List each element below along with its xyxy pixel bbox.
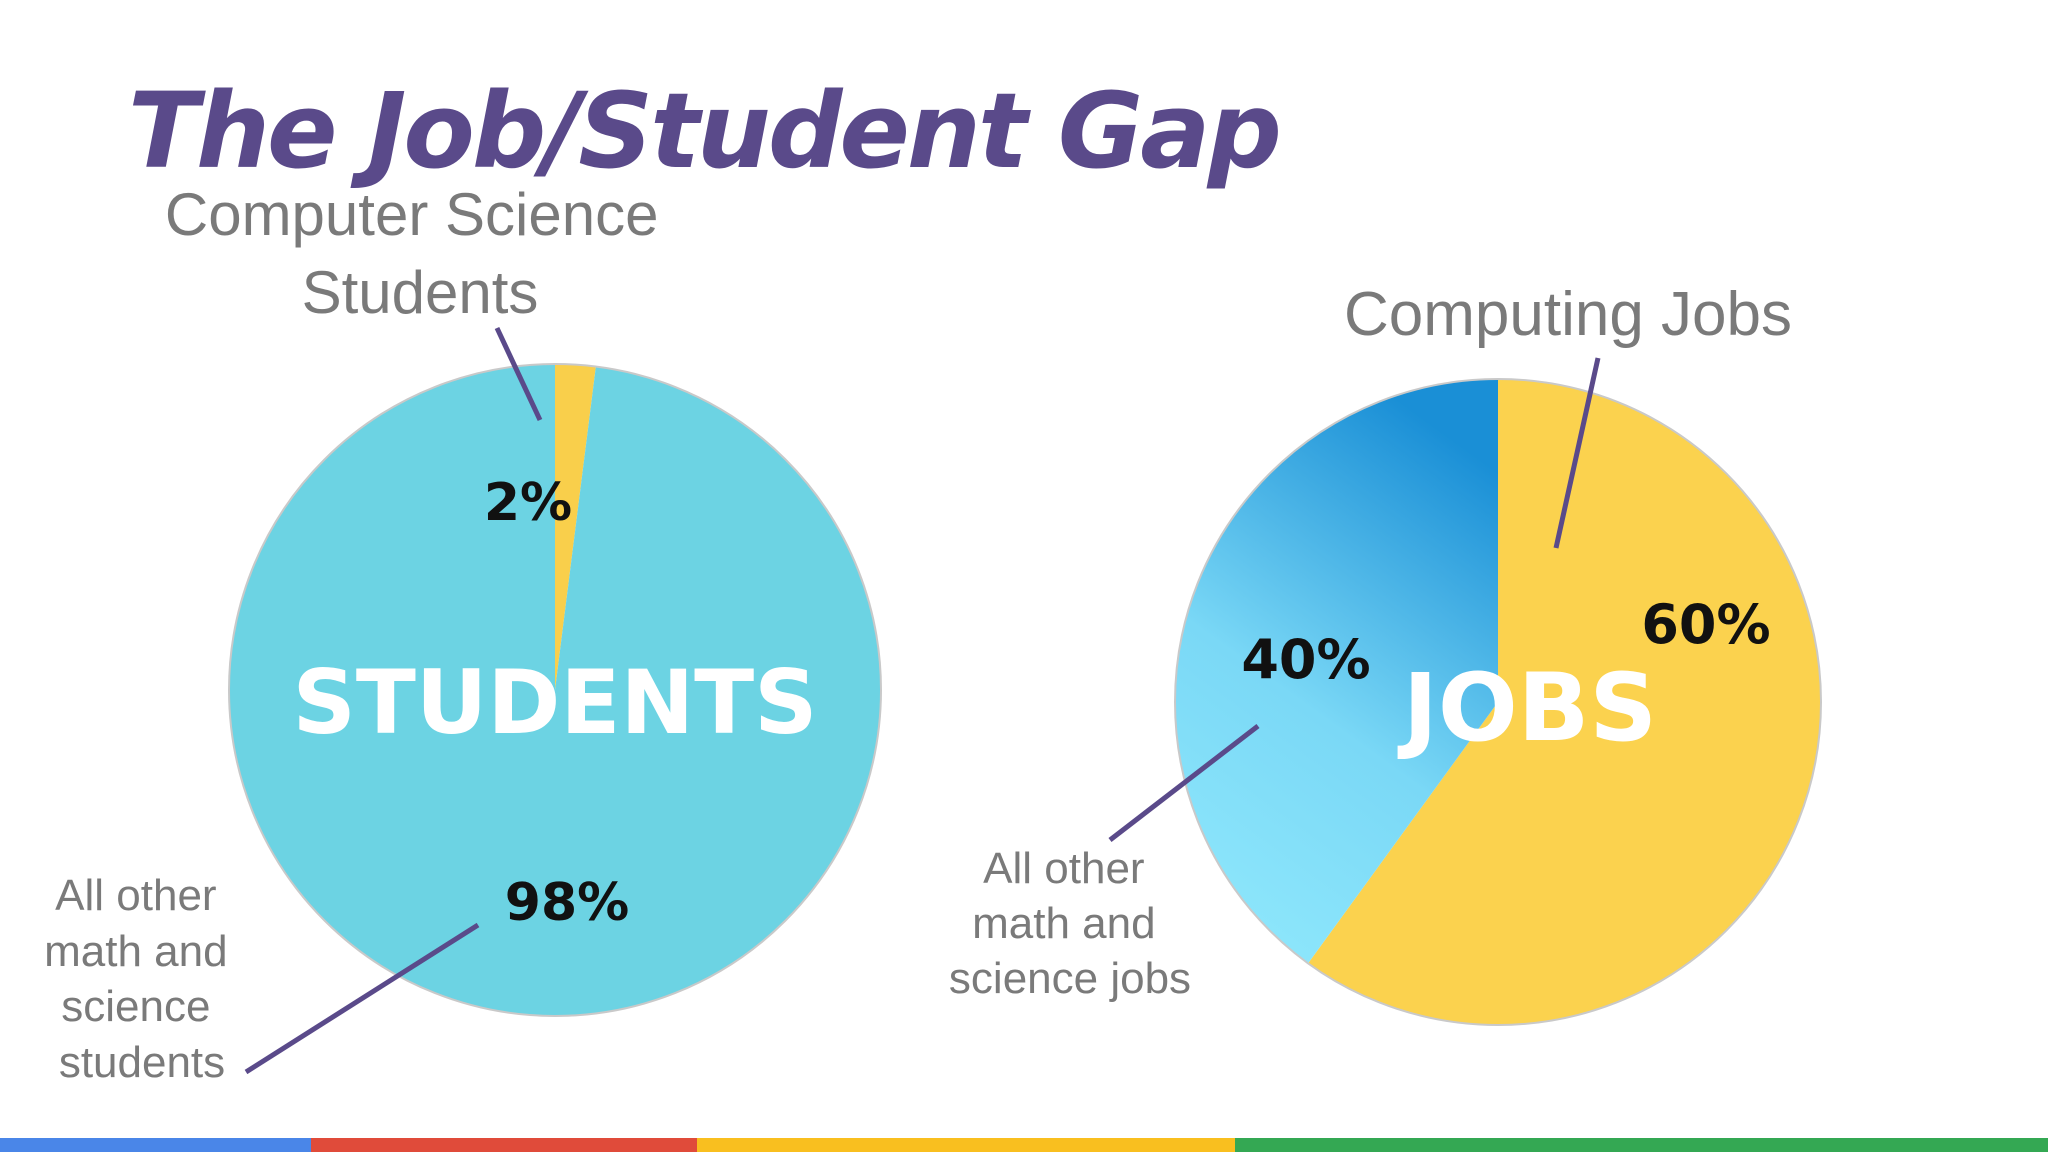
- jobs-center-label: JOBS: [1397, 654, 1657, 763]
- students-pie: [228, 363, 882, 1017]
- bottom-bar-green-segment: [1235, 1138, 2048, 1152]
- students-pct-cs: 2%: [484, 473, 572, 533]
- slide-title: The Job/Student Gap: [128, 70, 1282, 192]
- jobs-other-annotation-line-3: science jobs: [949, 954, 1191, 1003]
- students-pie-border: [228, 363, 882, 1017]
- bottom-bar-yellow-segment: [697, 1138, 1235, 1152]
- jobs-other-annotation: All other math and science jobs: [949, 844, 1191, 1003]
- students-other-leader-line: [244, 922, 480, 1075]
- jobs-pct-other: 40%: [1241, 628, 1370, 691]
- jobs-computing-annotation: Computing Jobs: [1344, 280, 1792, 349]
- students-center-label: STUDENTS: [292, 651, 817, 754]
- jobs-other-leader-line: [1108, 724, 1260, 842]
- pie-slice-other-students: [229, 364, 882, 1016]
- jobs-computing-leader-line: [1553, 357, 1601, 549]
- jobs-other-annotation-line-1: All other: [983, 844, 1144, 893]
- jobs-pie-border: [1174, 378, 1822, 1026]
- jobs-computing-annotation-line-1: Computing Jobs: [1344, 280, 1792, 349]
- bottom-bar-red-segment: [311, 1138, 697, 1152]
- pie-slice-computer-science-students: [555, 364, 596, 690]
- students-cs-annotation-line-1: Computer Science: [165, 181, 659, 248]
- students-other-annotation-line-4: students: [59, 1038, 225, 1087]
- bottom-bar-blue-segment: [0, 1138, 311, 1152]
- students-cs-annotation-line-2: Students: [302, 259, 539, 326]
- students-other-annotation-line-1: All other: [55, 871, 216, 920]
- jobs-pie: [1174, 378, 1822, 1026]
- jobs-other-annotation-line-2: math and: [972, 899, 1155, 948]
- students-cs-leader-line: [494, 326, 543, 422]
- jobs-pct-computing: 60%: [1641, 593, 1770, 656]
- students-other-annotation-line-2: math and: [44, 927, 227, 976]
- students-cs-annotation: Computer Science Students: [165, 181, 675, 326]
- students-other-annotation-line-3: science: [61, 982, 210, 1031]
- students-pct-other: 98%: [505, 873, 629, 933]
- students-other-annotation: All other math and science students: [44, 871, 240, 1087]
- pie-slice-computing-jobs: [1308, 378, 1822, 1025]
- pie-slice-other-jobs: [1175, 379, 1498, 964]
- bottom-color-bar: [0, 1138, 2048, 1152]
